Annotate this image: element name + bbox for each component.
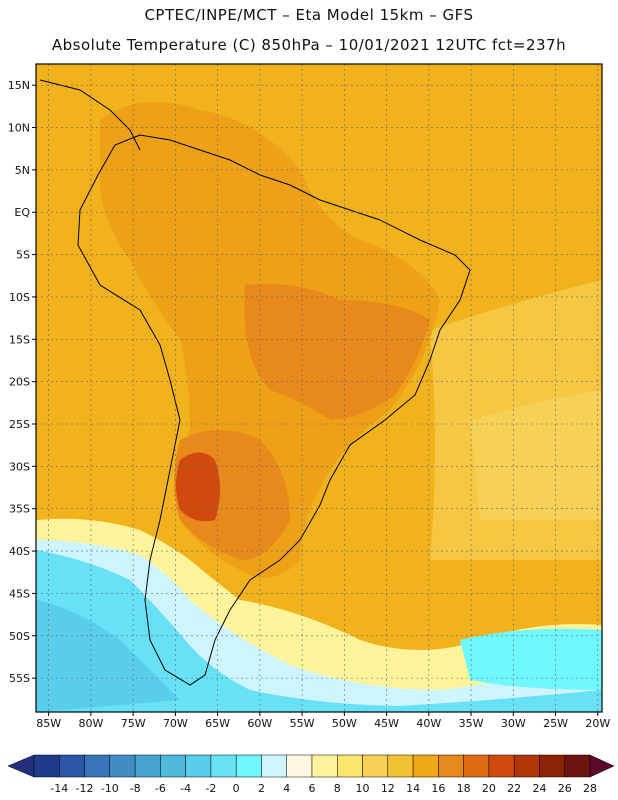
latitude-label: 35S: [9, 503, 30, 516]
longitude-label: 55W: [290, 717, 315, 730]
longitude-label: 40W: [416, 717, 441, 730]
longitude-label: 25W: [543, 717, 568, 730]
colorbar-label: 2: [258, 782, 265, 795]
colorbar-label: 4: [283, 782, 290, 795]
colorbar-segment: [59, 754, 85, 778]
colorbar-label: 0: [233, 782, 240, 795]
colorbar-right-arrow: [589, 754, 615, 778]
colorbar-label: 12: [381, 782, 395, 795]
colorbar-label: 6: [309, 782, 316, 795]
colorbar-segment: [539, 754, 565, 778]
colorbar-segment: [134, 754, 161, 778]
colorbar-label: 24: [532, 782, 546, 795]
latitude-label: EQ: [14, 206, 30, 219]
temperature-field: [36, 64, 602, 712]
colorbar-segment: [311, 754, 338, 778]
colorbar-segment: [463, 754, 490, 778]
colorbar-segment: [438, 754, 464, 778]
latitude-label: 15N: [8, 79, 30, 92]
central-america-outline: [39, 79, 141, 151]
longitude-label: 20W: [585, 717, 610, 730]
colorbar-label: -4: [180, 782, 191, 795]
colorbar-label: 14: [406, 782, 420, 795]
colorbar-segment: [33, 754, 60, 778]
longitude-label: 45W: [374, 717, 399, 730]
latitude-label: 5N: [15, 164, 30, 177]
colorbar-segment: [185, 754, 212, 778]
temp-band-southeast-cold: [460, 628, 602, 690]
latitude-label: 50S: [9, 630, 30, 643]
temp-band-hotspot: [176, 452, 220, 522]
longitude-labels: 85W 80W 75W 70W 65W 60W 55W 50W 45W 40W 35W 30W 25W 2…: [36, 712, 610, 730]
colorbar-segment: [286, 754, 313, 778]
colorbar-segment: [160, 754, 186, 778]
colorbar-label: 18: [457, 782, 471, 795]
colorbar-label: -10: [101, 782, 119, 795]
map-title-line1: CPTEC/INPE/MCT – Eta Model 15km – GFS: [144, 6, 474, 24]
colorbar-segment: [513, 754, 540, 778]
longitude-label: 50W: [332, 717, 357, 730]
longitude-label: 30W: [501, 717, 526, 730]
colorbar-label: 8: [334, 782, 341, 795]
temp-band-south-colder: [36, 550, 602, 712]
temperature-colorbar: -14 -12 -10 -8 -6 -4 -2 0 2 4 6 8 10 12 14 16 18 20 22 24 26…: [7, 754, 615, 795]
colorbar-segment: [387, 754, 414, 778]
grid-lines: [36, 64, 602, 712]
map-frame: [35, 63, 603, 713]
colorbar-segment: [337, 754, 363, 778]
temp-band-interior-warm: [244, 284, 430, 420]
colorbar-segment: [109, 754, 136, 778]
latitude-label: 5S: [16, 249, 30, 262]
map-title-line2: Absolute Temperature (C) 850hPa – 10/01/…: [51, 36, 567, 54]
colorbar-label: -6: [155, 782, 166, 795]
latitude-label: 10S: [9, 291, 30, 304]
longitude-label: 60W: [247, 717, 272, 730]
colorbar-left-arrow: [7, 754, 35, 778]
continent-outline: [77, 134, 471, 686]
temp-band-southwest-coldest: [36, 600, 180, 712]
latitude-label: 25S: [9, 418, 30, 431]
colorbar-label: -14: [50, 782, 68, 795]
colorbar-label: -12: [76, 782, 94, 795]
longitude-label: 85W: [36, 717, 61, 730]
colorbar-segment: [261, 754, 287, 778]
colorbar-segment: [564, 754, 591, 778]
colorbar-label: 28: [583, 782, 597, 795]
latitude-label: 30S: [9, 460, 30, 473]
temp-band-east-ocean-inner: [470, 390, 602, 520]
colorbar-label: -2: [205, 782, 216, 795]
latitude-label: 55S: [9, 672, 30, 685]
latitude-label: 40S: [9, 545, 30, 558]
colorbar-segment: [488, 754, 515, 778]
longitude-label: 70W: [163, 717, 188, 730]
longitude-label: 35W: [459, 717, 484, 730]
colorbar-label: -8: [130, 782, 141, 795]
colorbar-segment: [412, 754, 439, 778]
latitude-labels: 15N 10N 5N EQ 5S 10S 15S 20S 25S 30S 35S 40S 45S 50S 5…: [8, 79, 36, 685]
colorbar-label: 16: [431, 782, 445, 795]
longitude-label: 80W: [78, 717, 103, 730]
colorbar-label: 26: [558, 782, 572, 795]
colorbar-segment: [362, 754, 389, 778]
latitude-label: 20S: [9, 376, 30, 389]
latitude-label: 15S: [9, 333, 30, 346]
colorbar-label: 22: [507, 782, 521, 795]
latitude-label: 10N: [8, 122, 30, 135]
colorbar-segment: [84, 754, 111, 778]
colorbar-label: 10: [356, 782, 370, 795]
longitude-label: 75W: [121, 717, 146, 730]
latitude-label: 45S: [9, 587, 30, 600]
longitude-label: 65W: [205, 717, 230, 730]
colorbar-segment: [235, 754, 262, 778]
colorbar-label: 20: [482, 782, 496, 795]
colorbar-segment: [210, 754, 237, 778]
